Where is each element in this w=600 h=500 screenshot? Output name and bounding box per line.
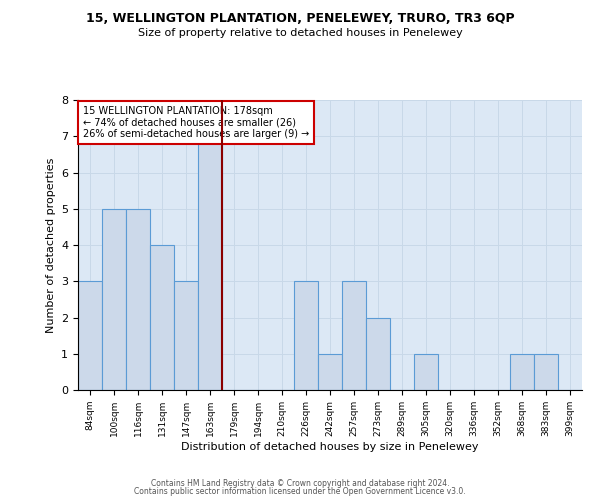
Bar — [318, 354, 342, 390]
Bar — [150, 245, 174, 390]
Text: Contains public sector information licensed under the Open Government Licence v3: Contains public sector information licen… — [134, 487, 466, 496]
Bar — [510, 354, 534, 390]
X-axis label: Distribution of detached houses by size in Penelewey: Distribution of detached houses by size … — [181, 442, 479, 452]
Bar — [174, 281, 198, 390]
Text: Contains HM Land Registry data © Crown copyright and database right 2024.: Contains HM Land Registry data © Crown c… — [151, 478, 449, 488]
Bar — [102, 209, 126, 390]
Bar — [126, 209, 150, 390]
Bar — [294, 281, 318, 390]
Bar — [78, 281, 102, 390]
Text: 15, WELLINGTON PLANTATION, PENELEWEY, TRURO, TR3 6QP: 15, WELLINGTON PLANTATION, PENELEWEY, TR… — [86, 12, 514, 26]
Text: 15 WELLINGTON PLANTATION: 178sqm
← 74% of detached houses are smaller (26)
26% o: 15 WELLINGTON PLANTATION: 178sqm ← 74% o… — [83, 106, 309, 139]
Bar — [414, 354, 438, 390]
Bar — [342, 281, 366, 390]
Y-axis label: Number of detached properties: Number of detached properties — [46, 158, 56, 332]
Bar — [366, 318, 390, 390]
Text: Size of property relative to detached houses in Penelewey: Size of property relative to detached ho… — [137, 28, 463, 38]
Bar — [534, 354, 558, 390]
Bar — [198, 136, 222, 390]
